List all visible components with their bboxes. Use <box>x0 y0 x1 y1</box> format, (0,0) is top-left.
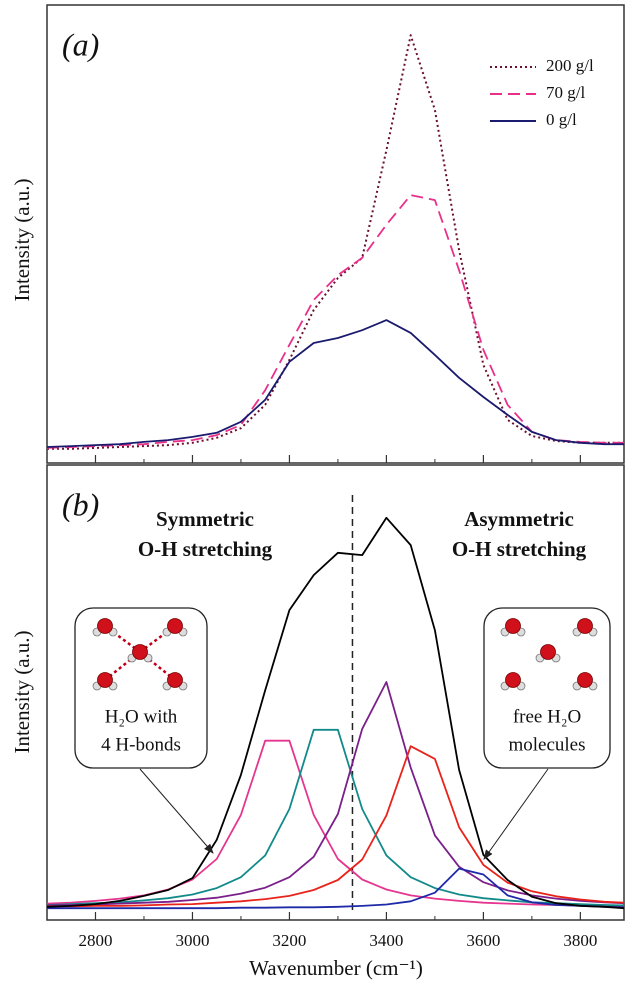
x-axis-label: Wavenumber (cm⁻¹) <box>249 956 423 980</box>
series-line <box>46 681 625 907</box>
x-tick-label: 3600 <box>466 931 500 950</box>
x-tick-label: 3200 <box>272 931 306 950</box>
panel-label: (b) <box>62 486 99 522</box>
oxygen <box>577 672 593 688</box>
molecule-box-right: free H₂O molecules <box>483 607 611 769</box>
x-tick-label: 2800 <box>78 931 112 950</box>
oxygen <box>97 618 113 634</box>
oxygen <box>577 618 593 634</box>
x-tick-label: 3400 <box>369 931 403 950</box>
box-text: molecules <box>508 734 585 755</box>
oxygen <box>505 618 521 634</box>
oxygen <box>167 672 183 688</box>
frame-a <box>46 4 625 464</box>
box-text: H₂O with <box>105 706 178 727</box>
frame-b <box>46 464 625 921</box>
molecule-box-left: H₂O with 4 H-bonds <box>74 607 208 769</box>
series-line <box>46 194 624 449</box>
y-axis-label: Intensity (a.u.) <box>10 178 34 301</box>
annotation: O-H stretching <box>452 537 587 561</box>
series-line <box>46 319 624 448</box>
panel-label: (a) <box>62 26 99 62</box>
annotation: Symmetric <box>156 507 254 531</box>
arrow <box>139 768 214 854</box>
y-axis-label: Intensity (a.u.) <box>10 630 34 753</box>
oxygen <box>132 644 148 660</box>
annotation: O-H stretching <box>138 537 273 561</box>
panel-a: 200 g/l 70 g/l 0 g/l <box>46 34 624 463</box>
oxygen <box>167 618 183 634</box>
legend-label: 70 g/l <box>546 83 585 102</box>
legend-label: 0 g/l <box>546 110 577 129</box>
legend-label: 200 g/l <box>546 56 594 75</box>
panel-b: 2800 3000 3200 3400 3600 3800 <box>46 495 625 950</box>
annotation: Asymmetric <box>464 507 574 531</box>
oxygen <box>505 672 521 688</box>
series-line <box>47 745 625 908</box>
x-tick-label: 3800 <box>563 931 597 950</box>
arrow <box>483 768 549 860</box>
x-tick-label: 3000 <box>175 931 209 950</box>
oxygen <box>97 672 113 688</box>
series-line <box>47 34 624 450</box>
series-line <box>46 516 625 910</box>
series-line <box>47 867 625 910</box>
box-text: 4 H-bonds <box>101 734 181 755</box>
oxygen <box>540 644 556 660</box>
box-text: free H₂O <box>513 706 581 727</box>
